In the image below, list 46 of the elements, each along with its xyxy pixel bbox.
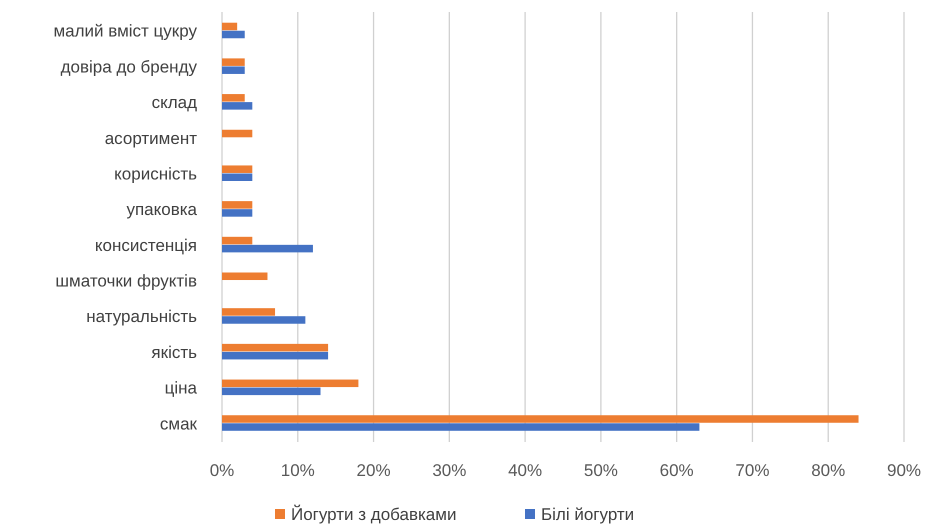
y-tick-label: упаковка bbox=[126, 200, 198, 220]
bar bbox=[222, 102, 252, 110]
bar bbox=[222, 236, 252, 244]
y-tick-label: корисність bbox=[114, 164, 198, 184]
bar bbox=[222, 352, 328, 360]
x-tick-label: 10% bbox=[280, 461, 315, 480]
bar bbox=[222, 201, 252, 209]
bar bbox=[222, 173, 252, 181]
x-tick-label: 80% bbox=[811, 461, 846, 480]
x-tick-label: 20% bbox=[356, 461, 391, 480]
y-tick-label: довіра до бренду bbox=[60, 57, 198, 76]
bar bbox=[222, 388, 321, 396]
bar bbox=[222, 94, 245, 102]
bar bbox=[222, 165, 252, 173]
y-tick-label: консистенція bbox=[94, 236, 197, 255]
y-tick-label: малий вміст цукру bbox=[53, 22, 198, 41]
bar bbox=[222, 344, 328, 352]
x-tick-label: 0% bbox=[210, 461, 234, 480]
y-tick-label: склад bbox=[152, 93, 198, 112]
bar bbox=[222, 209, 252, 217]
bar bbox=[222, 423, 700, 431]
legend-label: Білі йогурти bbox=[541, 505, 634, 524]
bar bbox=[222, 380, 358, 388]
x-tick-label: 40% bbox=[508, 461, 542, 480]
y-tick-label: смак bbox=[160, 414, 198, 434]
x-tick-label: 30% bbox=[432, 461, 466, 480]
bar bbox=[222, 316, 306, 324]
y-tick-label: шматочки фруктів bbox=[55, 272, 197, 291]
y-tick-label: асортимент bbox=[104, 128, 198, 148]
bar bbox=[222, 272, 268, 280]
x-tick-label: 50% bbox=[584, 461, 618, 480]
x-tick-label: 70% bbox=[735, 461, 770, 480]
x-tick-label: 60% bbox=[660, 461, 694, 480]
bar bbox=[222, 415, 859, 423]
y-tick-label: ціна bbox=[164, 378, 198, 398]
bar bbox=[222, 308, 276, 316]
bar bbox=[222, 22, 238, 30]
bar bbox=[222, 66, 245, 74]
x-tick-label: 90% bbox=[886, 461, 922, 480]
y-tick-label: якість bbox=[151, 342, 198, 362]
bar bbox=[222, 130, 252, 138]
bar bbox=[222, 58, 245, 66]
y-tick-label: натуральність bbox=[86, 307, 198, 326]
legend-label: Йогурти з добавками bbox=[291, 504, 456, 524]
bar bbox=[222, 244, 313, 252]
bar bbox=[222, 30, 245, 38]
